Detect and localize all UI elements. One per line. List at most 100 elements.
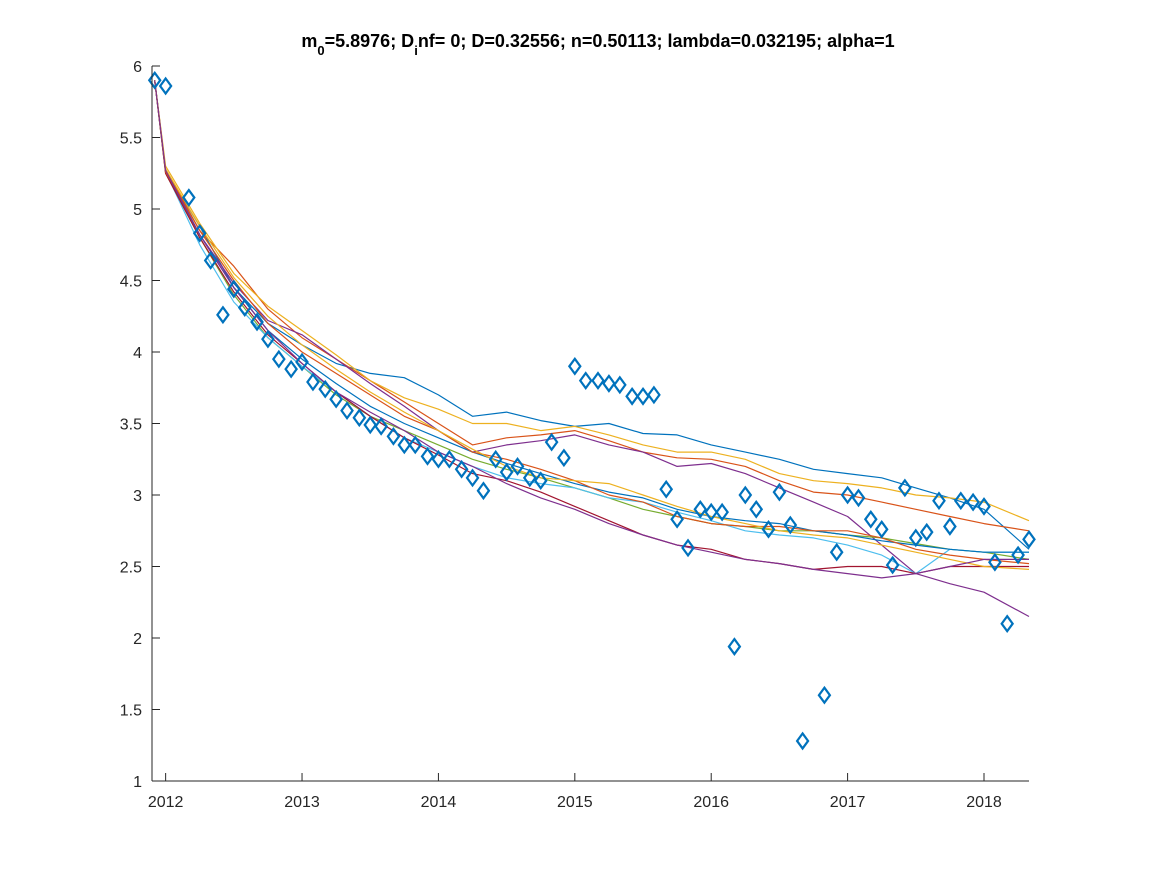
observation-marker xyxy=(908,528,923,548)
observation-marker xyxy=(761,519,776,539)
observation-marker xyxy=(670,509,684,529)
observation-marker xyxy=(840,485,855,505)
series-line-11 xyxy=(154,80,1029,579)
observation-marker xyxy=(829,542,844,562)
observation-marker xyxy=(250,312,264,332)
observation-marker xyxy=(397,435,412,455)
observation-marker xyxy=(567,356,582,376)
observation-marker xyxy=(203,251,218,270)
observation-marker xyxy=(612,375,627,395)
observation-marker xyxy=(454,459,469,479)
observation-marker xyxy=(704,502,719,522)
y-tick-label: 2.5 xyxy=(120,560,142,577)
observation-marker xyxy=(237,298,252,318)
observation-marker xyxy=(522,468,537,488)
x-tick-label: 2014 xyxy=(421,794,457,811)
title-part: 0 xyxy=(317,43,324,58)
observation-marker xyxy=(681,538,695,558)
observation-marker xyxy=(898,478,912,498)
y-tick-label: 5.5 xyxy=(120,131,142,148)
observation-marker xyxy=(442,449,457,469)
observation-marker xyxy=(659,479,674,499)
observation-marker xyxy=(284,359,298,379)
observation-marker xyxy=(817,685,832,705)
observation-marker xyxy=(932,491,946,511)
observation-marker xyxy=(749,499,764,519)
observation-marker xyxy=(544,432,559,452)
y-tick-label: 2 xyxy=(133,631,142,648)
observation-marker xyxy=(636,386,650,406)
observation-marker xyxy=(499,462,514,482)
observation-marker xyxy=(988,552,1002,572)
observation-marker xyxy=(715,502,729,522)
x-tick-label: 2016 xyxy=(693,794,729,811)
observation-marker xyxy=(408,435,423,455)
observation-marker xyxy=(271,349,286,369)
observation-marker xyxy=(966,492,980,512)
x-tick-label: 2018 xyxy=(966,794,1002,811)
observation-marker xyxy=(226,279,241,299)
chart-title: m0=5.8976; Dinf= 0; D=0.32556; n=0.50113… xyxy=(301,31,894,58)
y-tick-label: 4.5 xyxy=(120,274,142,291)
observation-marker xyxy=(795,731,810,751)
y-tick-label: 6 xyxy=(133,59,142,76)
series-lines xyxy=(154,80,1030,618)
observation-marker xyxy=(340,401,354,420)
observation-marker xyxy=(727,637,742,656)
observation-marker xyxy=(591,371,605,390)
y-axis-ticks: 1 1.5 2 2.5 3 3.5 4 4.5 5 5.5 6 xyxy=(120,59,160,791)
observation-marker xyxy=(943,517,957,536)
observation-marker xyxy=(386,427,401,446)
observation-marker xyxy=(363,415,378,435)
observation-marker xyxy=(557,448,571,468)
observation-marker xyxy=(318,379,333,399)
y-tick-label: 3 xyxy=(133,488,142,505)
x-tick-label: 2015 xyxy=(557,794,593,811)
observation-marker xyxy=(147,70,162,90)
y-tick-label: 1 xyxy=(133,774,142,791)
observation-marker xyxy=(851,488,866,508)
observation-marker xyxy=(295,352,309,372)
observation-marker xyxy=(919,522,934,542)
observation-marker xyxy=(693,499,708,519)
observation-marker xyxy=(783,515,798,535)
x-tick-label: 2013 xyxy=(284,794,320,811)
observation-marker xyxy=(1022,529,1036,549)
observation-marker xyxy=(738,485,753,505)
series-line-10 xyxy=(154,80,1030,570)
series-line-7 xyxy=(154,80,1029,575)
observation-marker xyxy=(431,449,446,469)
y-tick-label: 5 xyxy=(133,202,142,219)
observation-marker xyxy=(578,371,593,390)
observation-marker xyxy=(510,457,525,476)
observation-marker xyxy=(192,223,207,243)
observation-marker xyxy=(874,519,889,539)
observation-marker xyxy=(216,305,230,325)
title-part: =5.8976; D xyxy=(325,31,415,51)
title-part: i xyxy=(414,43,418,58)
observation-markers xyxy=(147,70,1036,751)
observation-marker xyxy=(476,481,491,501)
observation-marker xyxy=(772,482,787,502)
observation-marker xyxy=(374,416,389,436)
x-axis-ticks: 2012 2013 2014 2015 2016 2017 2018 xyxy=(148,773,1002,811)
observation-marker xyxy=(533,471,548,491)
observation-marker xyxy=(1000,614,1015,634)
observation-marker xyxy=(488,449,503,469)
observation-marker xyxy=(953,491,968,511)
observation-marker xyxy=(602,374,616,393)
title-part: nf= 0; D=0.32556; n=0.50113; lambda=0.03… xyxy=(418,31,895,51)
series-line-2 xyxy=(154,80,1030,532)
observation-marker xyxy=(465,468,480,488)
title-part: m xyxy=(301,31,317,51)
series-line-3 xyxy=(154,80,1030,522)
observation-marker xyxy=(158,76,173,96)
observation-marker xyxy=(261,329,275,349)
observation-marker xyxy=(647,385,661,405)
observation-marker xyxy=(181,188,196,207)
observation-marker xyxy=(306,372,320,392)
observation-marker xyxy=(1011,545,1025,565)
observation-marker xyxy=(329,389,343,409)
series-line-6 xyxy=(154,80,1029,575)
